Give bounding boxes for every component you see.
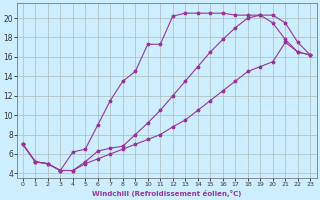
X-axis label: Windchill (Refroidissement éolien,°C): Windchill (Refroidissement éolien,°C) xyxy=(92,190,241,197)
